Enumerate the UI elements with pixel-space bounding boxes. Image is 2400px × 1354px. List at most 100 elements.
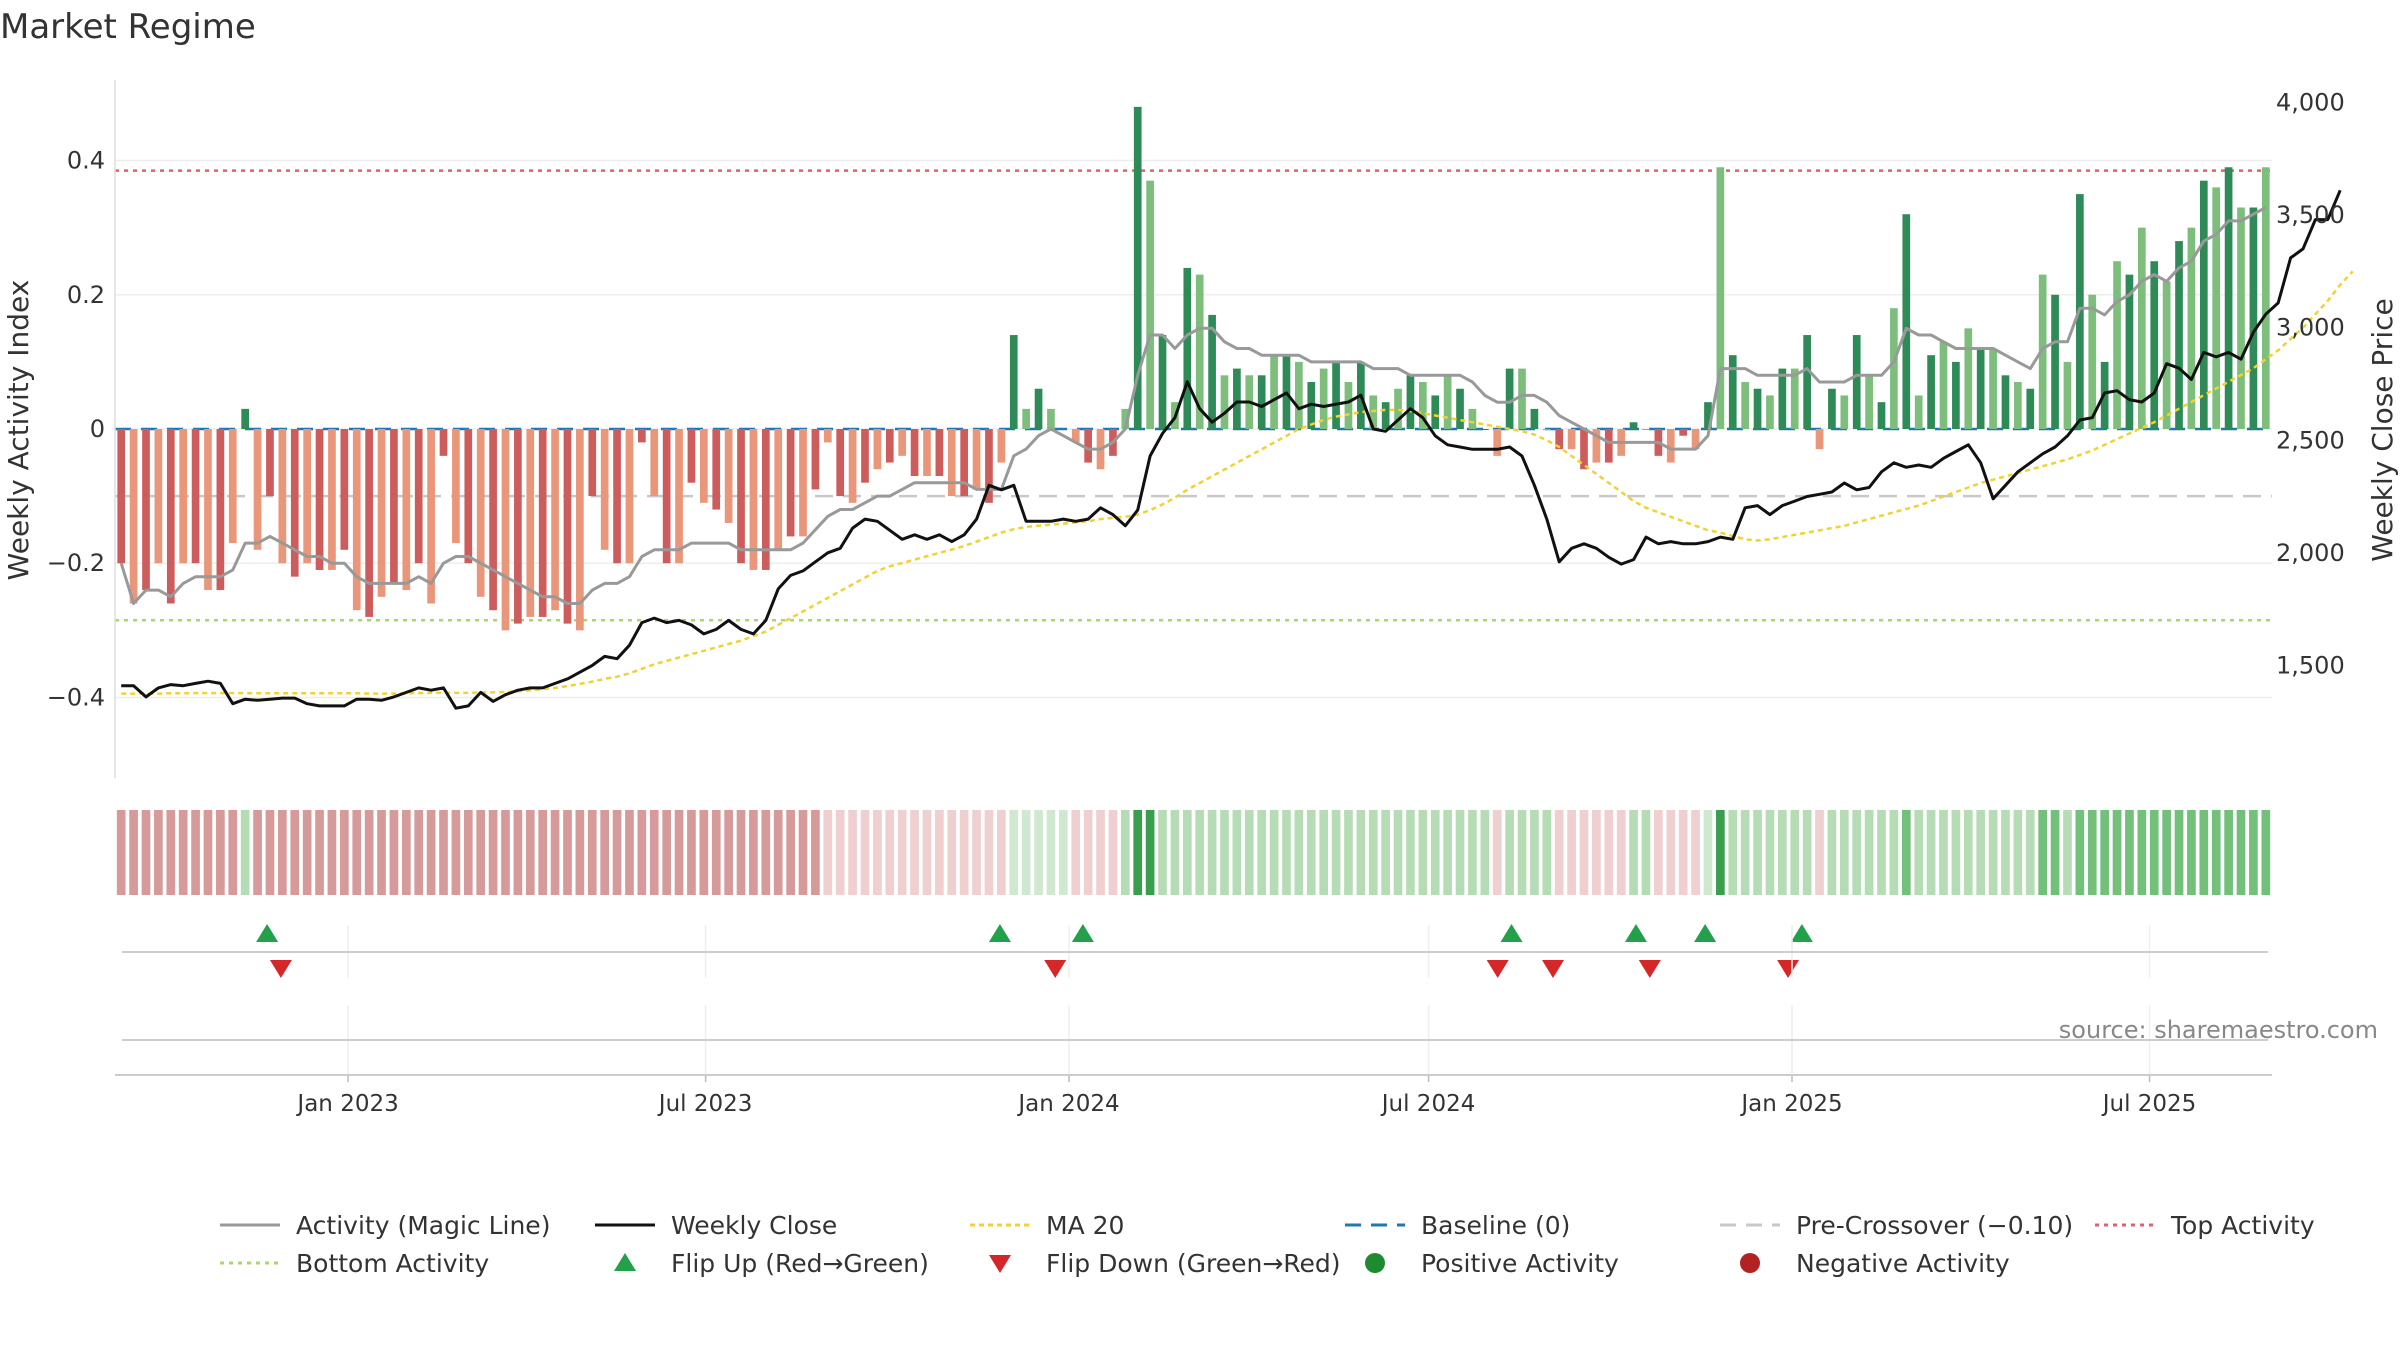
activity-bar-93 <box>1270 355 1278 429</box>
regime-cell-119 <box>1592 810 1601 895</box>
regime-cell-54 <box>786 810 795 895</box>
regime-cell-68 <box>959 810 969 895</box>
activity-bar-58 <box>836 429 845 497</box>
activity-bar-104 <box>1406 375 1415 429</box>
regime-cell-171 <box>2236 810 2246 895</box>
activity-bar-122 <box>1629 422 1638 429</box>
regime-cell-95 <box>1294 810 1304 895</box>
activity-bar-171 <box>2237 207 2245 429</box>
activity-bar-125 <box>1666 429 1675 463</box>
regime-cell-122 <box>1629 810 1638 895</box>
regime-cell-89 <box>1220 810 1229 895</box>
activity-bar-136 <box>1803 335 1811 429</box>
regime-cell-161 <box>2112 810 2122 895</box>
legend-label-r1-1: Weekly Close <box>671 1211 837 1240</box>
regime-cell-93 <box>1269 810 1279 895</box>
regime-cell-126 <box>1678 810 1688 895</box>
legend-item-r2-3: Positive Activity <box>1365 1249 1619 1278</box>
y-axis-right-label: Weekly Close Price <box>2366 298 2399 561</box>
activity-bar-120 <box>1604 429 1613 463</box>
regime-cell-7 <box>203 810 213 895</box>
activity-bar-81 <box>1121 408 1130 429</box>
x-tick-label-3: Jul 2024 <box>1380 1091 1476 1117</box>
activity-bar-29 <box>476 429 485 597</box>
regime-cell-47 <box>699 810 709 895</box>
activity-bar-142 <box>1877 402 1886 429</box>
activity-bar-68 <box>960 429 969 497</box>
regime-cell-106 <box>1430 810 1440 895</box>
activity-bar-170 <box>2224 167 2233 429</box>
activity-bar-82 <box>1133 106 1142 429</box>
regime-cell-38 <box>587 810 597 895</box>
activity-bar-11 <box>253 429 262 550</box>
regime-cell-137 <box>1815 810 1824 895</box>
activity-bar-42 <box>638 429 646 443</box>
regime-cell-109 <box>1468 810 1477 895</box>
activity-bar-137 <box>1815 429 1824 450</box>
activity-bar-75 <box>1047 408 1055 429</box>
flip-up-marker-1 <box>988 924 1011 942</box>
regime-cell-23 <box>401 810 411 895</box>
regime-strip <box>116 810 2271 895</box>
regime-cell-43 <box>649 810 659 895</box>
regime-cell-99 <box>1344 810 1353 895</box>
legend-label-r2-0: Bottom Activity <box>296 1249 489 1278</box>
activity-bar-15 <box>303 429 311 564</box>
activity-bar-135 <box>1790 368 1799 429</box>
regime-cell-146 <box>1926 810 1936 895</box>
activity-bar-54 <box>786 429 795 537</box>
activity-bar-118 <box>1580 429 1588 470</box>
flip-up-marker-5 <box>1694 924 1717 942</box>
right-tick-label-4: 3,500 <box>2276 201 2345 229</box>
regime-cell-11 <box>253 810 262 895</box>
flip-up-marker-4 <box>1624 924 1647 942</box>
regime-cell-25 <box>426 810 436 895</box>
activity-bar-45 <box>675 429 683 564</box>
flip-up-marker-2 <box>1071 924 1094 942</box>
regime-cell-113 <box>1517 810 1527 895</box>
regime-cell-87 <box>1195 810 1205 895</box>
activity-bar-39 <box>600 429 609 550</box>
regime-cell-157 <box>2063 810 2072 895</box>
activity-bar-168 <box>2199 180 2208 429</box>
regime-cell-78 <box>1083 810 1093 895</box>
regime-cell-108 <box>1455 810 1465 895</box>
regime-cell-0 <box>116 810 126 895</box>
activity-bar-36 <box>563 429 572 624</box>
activity-bar-111 <box>1493 429 1502 456</box>
regime-cell-140 <box>1852 810 1862 895</box>
activity-bar-113 <box>1518 368 1526 429</box>
activity-bar-156 <box>2051 294 2059 429</box>
legend-item-r2-1: Flip Up (Red→Green) <box>614 1249 929 1278</box>
regime-cell-160 <box>2100 810 2109 895</box>
regime-cell-143 <box>1889 810 1899 895</box>
flip-down-marker-2 <box>1486 960 1509 978</box>
left-tick-label-4: 0.4 <box>67 147 105 175</box>
activity-bar-73 <box>1022 408 1030 429</box>
legend-label-r1-0: Activity (Magic Line) <box>296 1211 550 1240</box>
activity-bar-74 <box>1034 388 1043 429</box>
regime-cell-117 <box>1567 810 1576 895</box>
legend-label-r2-1: Flip Up (Red→Green) <box>671 1249 929 1278</box>
activity-bar-151 <box>1989 348 1997 429</box>
regime-cell-158 <box>2075 810 2085 895</box>
activity-bar-0 <box>117 429 126 564</box>
activity-bar-116 <box>1555 429 1564 450</box>
regime-cell-28 <box>463 810 473 895</box>
regime-cell-156 <box>2050 810 2060 895</box>
legend-label-r1-3: Baseline (0) <box>1421 1211 1570 1240</box>
regime-cell-76 <box>1058 810 1068 895</box>
activity-bar-169 <box>2212 187 2221 429</box>
left-tick-label-2: 0 <box>90 415 105 443</box>
regime-cell-149 <box>1963 810 1973 895</box>
regime-cell-172 <box>2249 810 2258 895</box>
activity-bar-140 <box>1852 335 1861 429</box>
activity-bar-25 <box>427 429 435 604</box>
activity-bar-57 <box>823 429 832 443</box>
regime-cell-69 <box>972 810 981 895</box>
magic-line <box>119 206 2267 605</box>
activity-bar-138 <box>1828 388 1836 429</box>
right-tick-label-5: 4,000 <box>2276 89 2345 117</box>
reference-lines <box>115 169 2272 622</box>
flip-down-marker-1 <box>1044 960 1067 978</box>
